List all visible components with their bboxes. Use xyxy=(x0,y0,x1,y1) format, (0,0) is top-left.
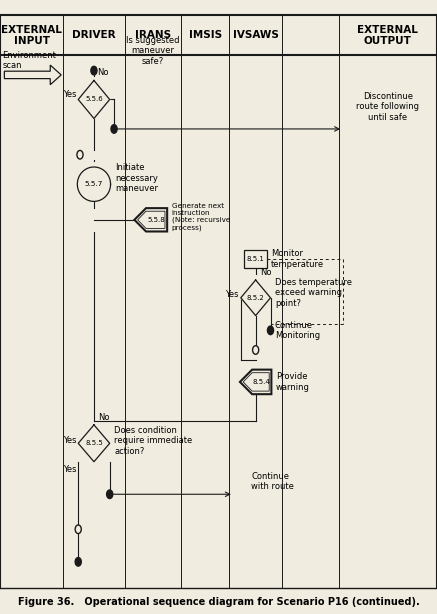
Polygon shape xyxy=(135,208,167,231)
Text: IMSIS: IMSIS xyxy=(189,30,222,41)
Text: 5.5.8: 5.5.8 xyxy=(148,217,166,223)
Text: Monitor
temperature: Monitor temperature xyxy=(271,249,324,269)
Text: IVSAWS: IVSAWS xyxy=(233,30,278,41)
Text: EXTERNAL
OUTPUT: EXTERNAL OUTPUT xyxy=(357,25,418,46)
Text: Figure 36.   Operational sequence diagram for Scenario P16 (continued).: Figure 36. Operational sequence diagram … xyxy=(17,597,420,607)
Text: DRIVER: DRIVER xyxy=(72,30,116,41)
Text: Discontinue
route following
until safe: Discontinue route following until safe xyxy=(356,91,420,122)
Polygon shape xyxy=(77,167,111,201)
Text: Yes: Yes xyxy=(225,290,239,299)
Text: No: No xyxy=(260,268,271,277)
Polygon shape xyxy=(4,65,61,85)
Text: 8.5.2: 8.5.2 xyxy=(247,295,264,301)
Text: 5.5.6: 5.5.6 xyxy=(85,96,103,103)
Polygon shape xyxy=(241,280,271,316)
Circle shape xyxy=(91,66,97,75)
Text: 5.5.7: 5.5.7 xyxy=(85,181,103,187)
Text: Yes: Yes xyxy=(62,90,76,99)
Text: No: No xyxy=(98,413,110,422)
Text: 8.5.4: 8.5.4 xyxy=(253,379,271,385)
Circle shape xyxy=(111,125,117,133)
Text: 8.5.1: 8.5.1 xyxy=(247,256,264,262)
Text: Does temperature
exceed warning
point?: Does temperature exceed warning point? xyxy=(275,278,352,308)
Circle shape xyxy=(107,490,113,499)
Text: Yes: Yes xyxy=(62,465,76,474)
Text: Generate next
instruction
(Note: recursive
process): Generate next instruction (Note: recursi… xyxy=(171,203,230,231)
Polygon shape xyxy=(240,370,271,394)
Text: Provide
warning: Provide warning xyxy=(276,372,310,392)
Circle shape xyxy=(253,346,259,354)
Text: Continue
with route: Continue with route xyxy=(251,472,294,491)
Circle shape xyxy=(267,326,274,335)
Text: EXTERNAL
INPUT: EXTERNAL INPUT xyxy=(1,25,62,46)
Text: Yes: Yes xyxy=(62,436,76,445)
Text: Initiate
necessary
maneuver: Initiate necessary maneuver xyxy=(115,163,158,193)
Text: IRANS: IRANS xyxy=(135,30,171,41)
Text: Is suggested
maneuver
safe?: Is suggested maneuver safe? xyxy=(126,36,180,66)
Text: No: No xyxy=(97,68,108,77)
Text: Environment
scan: Environment scan xyxy=(2,50,56,70)
Text: Does condition
require immediate
action?: Does condition require immediate action? xyxy=(114,426,192,456)
Polygon shape xyxy=(78,425,110,462)
Text: Continue
Monitoring: Continue Monitoring xyxy=(275,321,320,340)
Text: 8.5.5: 8.5.5 xyxy=(85,440,103,446)
Polygon shape xyxy=(78,80,110,119)
Circle shape xyxy=(75,525,81,534)
FancyBboxPatch shape xyxy=(244,250,267,268)
Circle shape xyxy=(77,150,83,159)
Circle shape xyxy=(75,558,81,566)
